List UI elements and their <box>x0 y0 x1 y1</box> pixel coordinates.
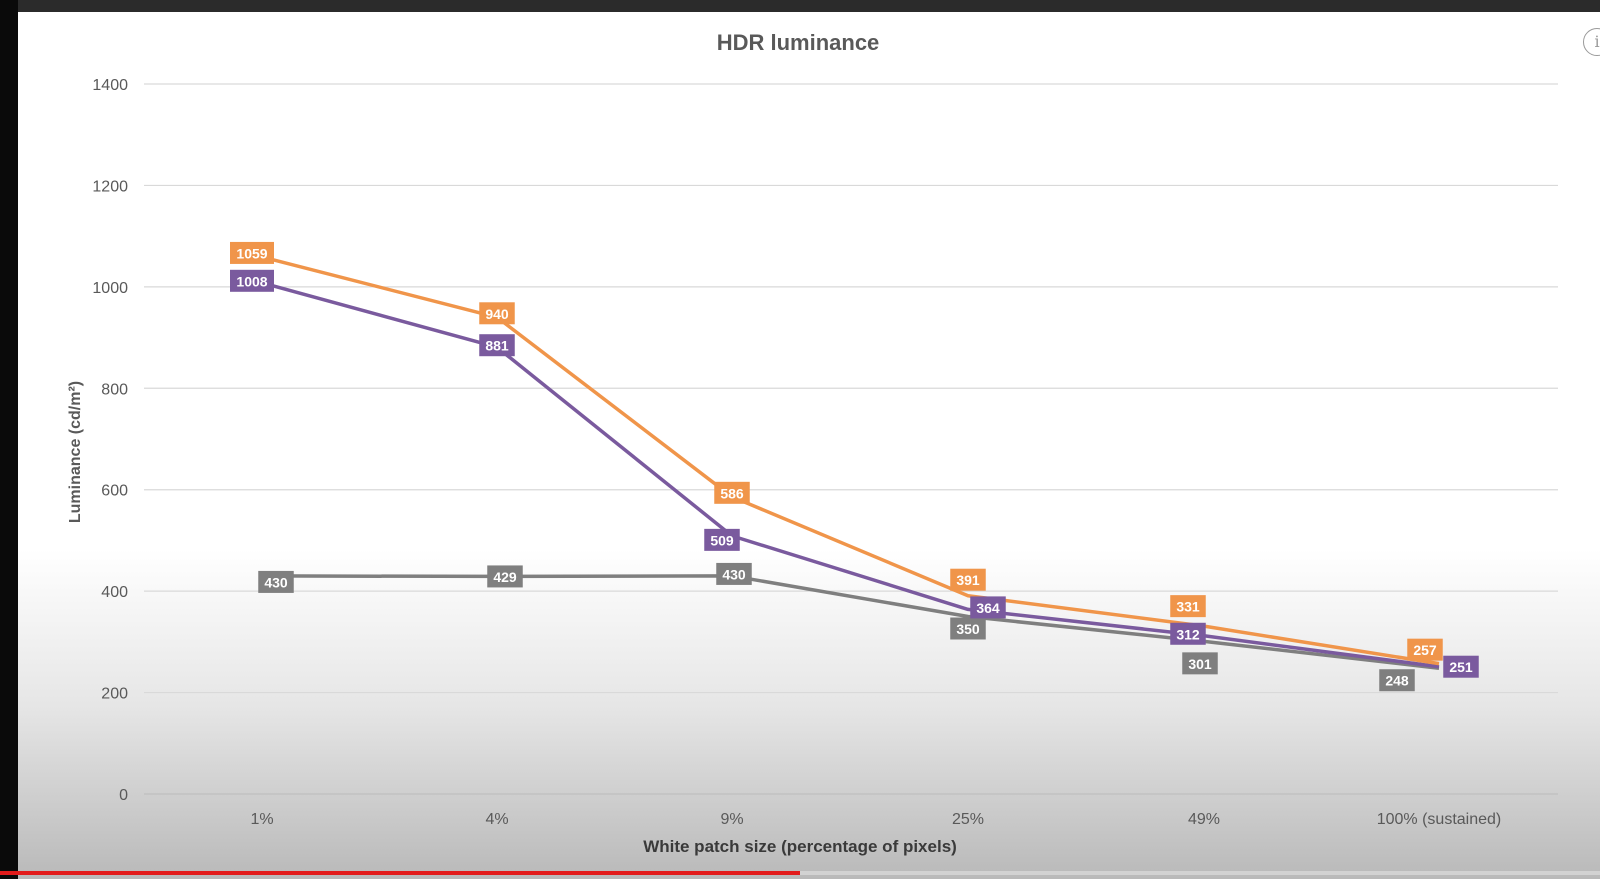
data-label: 509 <box>704 528 740 551</box>
y-axis-ticks: 0 200 400 600 800 1000 1200 1400 <box>92 77 128 804</box>
y-tick-label: 1000 <box>92 280 128 297</box>
chart-panel: HDR luminance 0 200 400 600 800 1000 1200 1400 … <box>18 12 1600 879</box>
svg-text:251: 251 <box>1449 659 1473 675</box>
chart-title: HDR luminance <box>717 30 880 55</box>
data-label: 331 <box>1170 595 1206 618</box>
svg-text:248: 248 <box>1385 673 1409 689</box>
y-tick-label: 200 <box>101 686 128 703</box>
x-tick-label: 4% <box>485 811 508 828</box>
svg-text:430: 430 <box>264 574 288 590</box>
data-label: 350 <box>950 617 986 640</box>
x-axis-ticks: 1% 4% 9% 25% 49% 100% (sustained) <box>250 811 1501 828</box>
y-tick-label: 1200 <box>92 178 128 195</box>
hdr-luminance-chart: HDR luminance 0200400600800100012001400 … <box>67 30 1558 856</box>
series-line <box>261 281 1440 669</box>
x-tick-label: 25% <box>952 811 984 828</box>
y-tick-label: 600 <box>101 483 128 500</box>
svg-text:257: 257 <box>1413 642 1437 658</box>
data-label: 301 <box>1182 652 1218 675</box>
video-progress-fill <box>0 871 800 875</box>
data-label: 1059 <box>230 241 274 264</box>
y-tick-label: 0 <box>119 787 128 804</box>
svg-text:312: 312 <box>1176 626 1200 642</box>
y-tick-label: 800 <box>101 381 128 398</box>
data-label: 364 <box>970 596 1006 619</box>
svg-text:350: 350 <box>956 621 980 637</box>
y-axis-label: Luminance (cd/m²) <box>67 381 84 523</box>
data-label: 586 <box>714 481 750 504</box>
gridlines <box>144 83 1558 795</box>
top-bar <box>0 0 1600 12</box>
svg-text:301: 301 <box>1188 656 1212 672</box>
svg-text:364: 364 <box>976 600 1000 616</box>
left-edge <box>0 0 18 879</box>
x-axis-label: White patch size (percentage of pixels) <box>643 837 957 856</box>
data-label: 248 <box>1379 669 1415 692</box>
svg-text:1059: 1059 <box>236 245 267 261</box>
svg-text:509: 509 <box>710 532 734 548</box>
svg-text:430: 430 <box>722 566 746 582</box>
x-tick-label: 100% (sustained) <box>1377 811 1502 828</box>
data-label: 429 <box>487 565 523 588</box>
data-label: 881 <box>479 334 515 357</box>
data-label: 940 <box>479 302 515 325</box>
video-progress-bar[interactable] <box>0 871 1600 875</box>
x-tick-label: 49% <box>1188 811 1220 828</box>
y-tick-label: 400 <box>101 584 128 601</box>
data-label: 1008 <box>230 269 274 292</box>
data-label: 257 <box>1407 638 1443 661</box>
y-tick-label: 1400 <box>92 77 128 94</box>
data-label: 430 <box>258 570 294 593</box>
series-lines <box>261 255 1440 670</box>
svg-text:429: 429 <box>493 569 517 585</box>
svg-text:881: 881 <box>485 338 509 354</box>
data-label: 251 <box>1443 655 1479 678</box>
x-tick-label: 9% <box>720 811 743 828</box>
svg-text:1008: 1008 <box>236 273 267 289</box>
series-line <box>261 574 1440 670</box>
data-label: 312 <box>1170 622 1206 645</box>
svg-text:940: 940 <box>485 306 509 322</box>
svg-text:586: 586 <box>720 485 744 501</box>
series-line <box>261 255 1440 666</box>
x-tick-label: 1% <box>250 811 273 828</box>
data-label: 430 <box>716 562 752 585</box>
data-labels: 430 429 430 350 301 248 1008 881 509 364 312 251 105… <box>230 241 1479 692</box>
svg-text:391: 391 <box>956 572 980 588</box>
svg-text:331: 331 <box>1176 599 1200 615</box>
data-label: 391 <box>950 568 986 591</box>
